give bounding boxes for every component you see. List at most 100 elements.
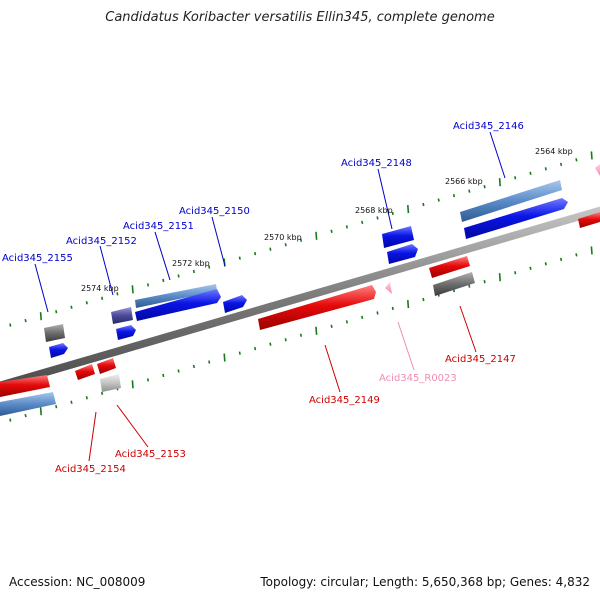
gene-label: Acid345_2151 xyxy=(123,221,194,232)
gene-label: Acid345_2147 xyxy=(445,354,516,365)
leader-2149 xyxy=(324,344,341,393)
gene-label: Acid345_2150 xyxy=(179,206,250,217)
scale-label: 2574 kbp xyxy=(81,284,119,293)
feature-cds-2149 xyxy=(258,285,376,330)
scale-label: 2570 kbp xyxy=(264,233,302,242)
major-tick xyxy=(315,326,318,335)
leader-lines xyxy=(34,131,506,462)
genome-backbone xyxy=(0,206,600,390)
minor-tick xyxy=(514,271,517,275)
gene-label: Acid345_2146 xyxy=(453,121,524,132)
feature-steel-2146 xyxy=(460,180,562,222)
feature-cds-2147 xyxy=(429,256,470,278)
gene-label: Acid345_2155 xyxy=(2,253,73,264)
minor-tick xyxy=(529,266,532,270)
minor-tick xyxy=(101,391,104,395)
inner-tick-track xyxy=(9,246,593,422)
minor-tick xyxy=(9,323,12,327)
scale-label: 2568 kbp xyxy=(355,206,393,215)
minor-tick xyxy=(85,396,88,400)
minor-tick xyxy=(192,269,195,274)
minor-tick xyxy=(330,229,333,233)
gene-label: Acid345_2148 xyxy=(341,158,412,169)
gene-labels: Acid345_2146 Acid345_2148 Acid345_2150 A… xyxy=(2,121,524,475)
leader-2150 xyxy=(211,216,226,267)
minor-tick xyxy=(70,305,73,309)
scale-label: 2572 kbp xyxy=(172,259,210,268)
major-tick xyxy=(315,231,318,240)
minor-tick xyxy=(208,265,211,269)
minor-tick xyxy=(192,364,195,369)
minor-tick xyxy=(560,257,563,262)
feature-cds-2148a xyxy=(382,226,414,248)
minor-tick xyxy=(345,320,348,324)
feature-gray-2155 xyxy=(44,324,65,342)
feature-steel-2151 xyxy=(135,284,217,308)
minor-tick xyxy=(284,243,287,247)
leader-2148 xyxy=(377,168,393,230)
leader-2146 xyxy=(489,131,506,179)
minor-tick xyxy=(146,283,150,287)
feature-gray-2147 xyxy=(433,272,475,296)
forward-features xyxy=(44,164,600,358)
gene-label: Acid345_2149 xyxy=(309,395,380,406)
minor-tick xyxy=(483,280,486,284)
scale-labels: 2564 kbp 2566 kbp 2568 kbp 2570 kbp 2572… xyxy=(81,147,573,293)
leader-2152 xyxy=(99,245,114,296)
minor-tick xyxy=(284,338,287,342)
major-tick xyxy=(131,285,134,294)
minor-tick xyxy=(162,278,165,283)
major-tick xyxy=(131,380,134,389)
minor-tick xyxy=(575,158,578,162)
scale-label: 2564 kbp xyxy=(535,147,573,156)
scale-label: 2566 kbp xyxy=(445,177,483,186)
leader-2153 xyxy=(116,404,149,448)
minor-tick xyxy=(269,247,272,251)
accession-text: Accession: NC_008009 xyxy=(9,575,146,589)
minor-tick xyxy=(85,301,88,305)
minor-tick xyxy=(391,306,394,311)
reverse-features xyxy=(0,256,475,416)
feature-rna-edge xyxy=(595,164,600,176)
feature-cds-2146 xyxy=(464,198,568,239)
minor-tick xyxy=(422,297,425,302)
minor-tick xyxy=(208,360,211,364)
outer-tick-track xyxy=(9,151,593,327)
major-tick xyxy=(223,353,226,362)
minor-tick xyxy=(254,251,257,256)
major-tick xyxy=(498,178,501,187)
minor-tick xyxy=(177,274,180,278)
minor-tick xyxy=(116,292,119,296)
leader-2151 xyxy=(154,231,171,281)
minor-tick xyxy=(177,369,180,373)
genome-stats-text: Topology: circular; Length: 5,650,368 bp… xyxy=(260,575,590,589)
feature-cds-edge xyxy=(578,212,600,228)
minor-tick xyxy=(437,198,440,202)
minor-tick xyxy=(238,351,241,355)
minor-tick xyxy=(254,346,257,351)
feature-cds-2151 xyxy=(135,289,221,321)
minor-tick xyxy=(376,216,379,220)
minor-tick xyxy=(468,189,471,193)
feature-cds-2152 xyxy=(116,325,136,340)
leader-R0023 xyxy=(397,321,415,371)
major-tick xyxy=(590,151,593,160)
feature-rna-R0023 xyxy=(385,282,392,294)
minor-tick xyxy=(55,405,58,409)
minor-tick xyxy=(238,256,241,260)
minor-tick xyxy=(162,373,165,378)
major-tick xyxy=(39,407,42,416)
minor-tick xyxy=(391,211,394,216)
gene-label: Acid345_R0023 xyxy=(379,373,457,384)
map-title: Candidatus Koribacter versatilis Ellin34… xyxy=(105,10,495,25)
minor-tick xyxy=(560,162,563,167)
minor-tick xyxy=(529,171,532,175)
major-tick xyxy=(407,204,410,214)
minor-tick xyxy=(299,238,303,242)
minor-tick xyxy=(544,262,547,266)
feature-steel-left xyxy=(0,392,56,416)
gene-label: Acid345_2152 xyxy=(66,236,137,247)
major-tick xyxy=(498,273,501,282)
feature-purple-2152 xyxy=(111,307,133,324)
